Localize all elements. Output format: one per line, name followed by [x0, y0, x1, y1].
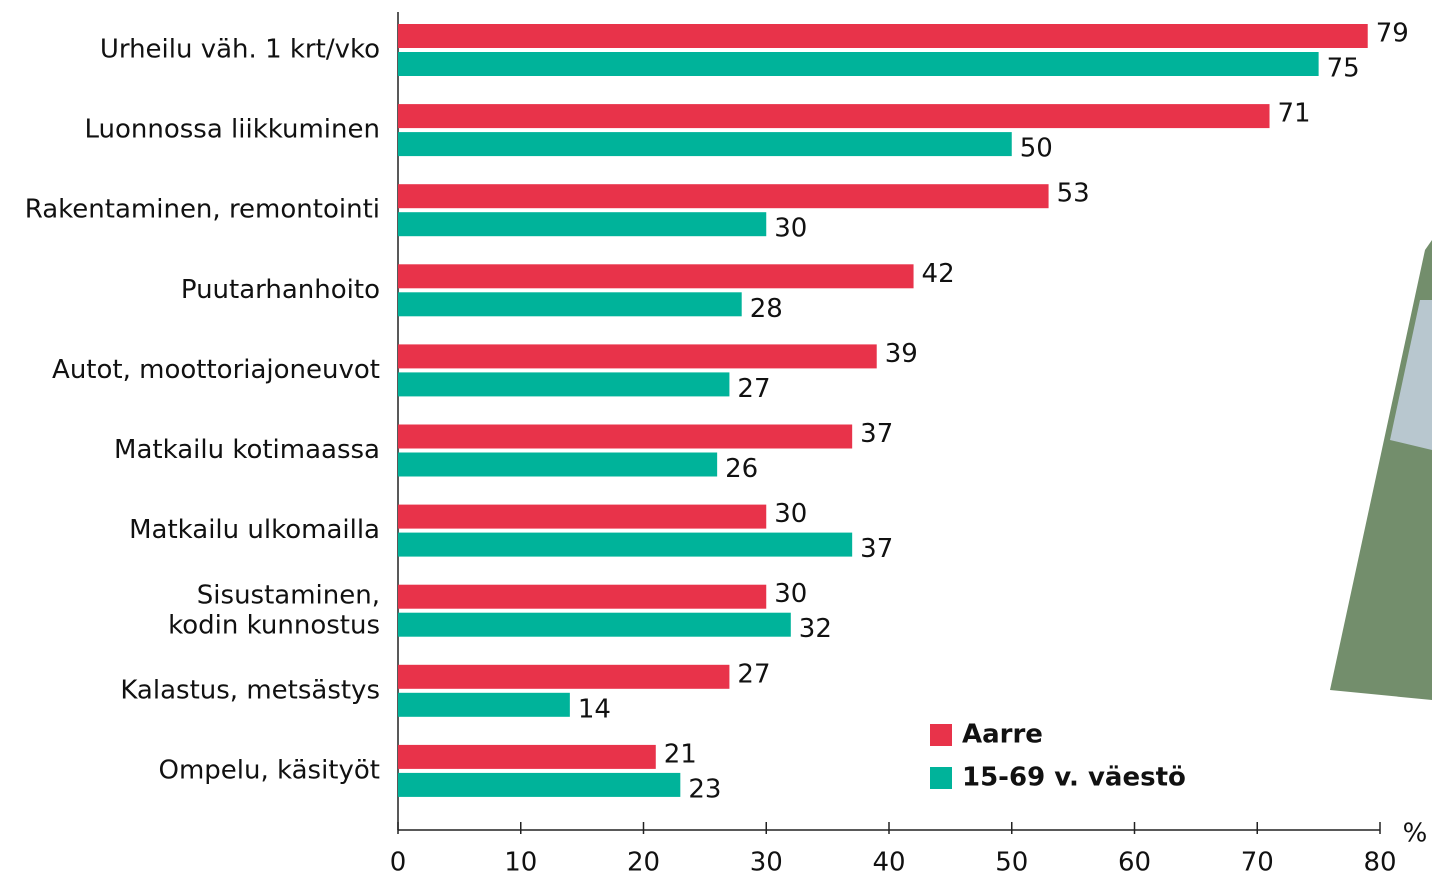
- bar: [398, 212, 766, 236]
- category-label: Luonnossa liikkuminen: [84, 115, 380, 145]
- value-label: 30: [774, 214, 807, 244]
- value-label: 30: [774, 499, 807, 529]
- photo-decoration: [1330, 240, 1432, 700]
- value-label: 32: [799, 614, 832, 644]
- category-label: Ompelu, käsityöt: [158, 755, 380, 785]
- legend-label: 15-69 v. väestö: [962, 763, 1186, 793]
- category-label: Kalastus, metsästys: [120, 675, 380, 705]
- bar: [398, 292, 742, 316]
- bar: [398, 132, 1012, 156]
- value-label: 27: [737, 374, 770, 404]
- value-label: 75: [1327, 54, 1360, 84]
- bar: [398, 52, 1319, 76]
- value-label: 53: [1057, 179, 1090, 209]
- x-axis-unit: %: [1403, 819, 1428, 849]
- bar: [398, 505, 766, 529]
- value-label: 37: [860, 419, 893, 449]
- value-label: 42: [922, 259, 955, 289]
- value-label: 21: [664, 739, 697, 769]
- bar: [398, 264, 914, 288]
- category-label: Puutarhanhoito: [181, 275, 380, 305]
- value-label: 28: [750, 294, 783, 324]
- bar: [398, 773, 680, 797]
- value-label: 26: [725, 454, 758, 484]
- value-label: 27: [737, 659, 770, 689]
- category-label: Matkailu ulkomailla: [129, 515, 380, 545]
- legend-label: Aarre: [962, 720, 1043, 750]
- value-label: 71: [1278, 99, 1311, 129]
- bar: [398, 372, 729, 396]
- value-label: 79: [1376, 19, 1409, 49]
- x-tick-label: 80: [1363, 848, 1396, 877]
- category-label: Rakentaminen, remontointi: [25, 195, 380, 225]
- x-tick-label: 10: [504, 848, 537, 877]
- category-label: Matkailu kotimaassa: [114, 435, 380, 465]
- value-label: 30: [774, 579, 807, 609]
- x-tick-label: 70: [1241, 848, 1274, 877]
- bar: [398, 693, 570, 717]
- x-tick-label: 30: [750, 848, 783, 877]
- value-label: 14: [578, 694, 611, 724]
- x-tick-label: 60: [1118, 848, 1151, 877]
- legend-swatch: [930, 767, 952, 789]
- photo-clip: [1330, 240, 1432, 700]
- bar: [398, 425, 852, 449]
- bar: [398, 184, 1049, 208]
- bar: [398, 344, 877, 368]
- value-label: 50: [1020, 134, 1053, 164]
- bar: [398, 613, 791, 637]
- bar: [398, 24, 1368, 48]
- bar: [398, 104, 1270, 128]
- x-tick-label: 40: [872, 848, 905, 877]
- x-tick-label: 0: [390, 848, 407, 877]
- value-label: 37: [860, 534, 893, 564]
- bar: [398, 533, 852, 557]
- x-tick-label: 50: [995, 848, 1028, 877]
- bar: [398, 585, 766, 609]
- chart: % 0 10 20 30 40 50 60 70 80 Urheilu väh. 1 krt/vk…: [0, 0, 1432, 877]
- x-tick-label: 20: [627, 848, 660, 877]
- category-label: Autot, moottoriajoneuvot: [52, 355, 380, 385]
- category-label: Sisustaminen,kodin kunnostus: [168, 580, 380, 640]
- value-label: 23: [688, 774, 721, 804]
- bar: [398, 453, 717, 477]
- legend-swatch: [930, 724, 952, 746]
- bar: [398, 665, 729, 689]
- value-label: 39: [885, 339, 918, 369]
- bar: [398, 745, 656, 769]
- category-label: Urheilu väh. 1 krt/vko: [100, 35, 380, 65]
